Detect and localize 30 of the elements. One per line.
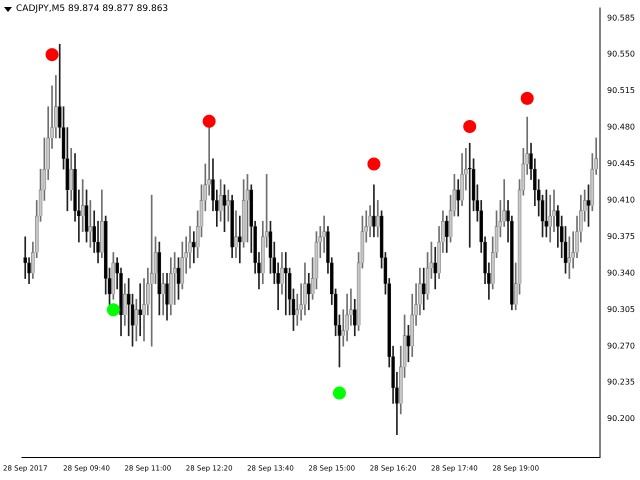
point [106, 303, 120, 316]
y-tick-label: 90.375 [607, 232, 636, 241]
candlestick [372, 184, 376, 238]
candlestick [222, 184, 226, 232]
candlestick [306, 272, 311, 310]
point [46, 48, 59, 62]
point [367, 157, 380, 170]
y-tick-label: 90.480 [607, 122, 636, 132]
y-tick-label: 90.305 [607, 304, 636, 314]
point [463, 120, 476, 133]
point [332, 386, 346, 400]
candlestick [433, 246, 438, 290]
y-tick-label: 90.445 [607, 159, 636, 168]
y-tick-label: 90.200 [607, 414, 636, 424]
candlestick [422, 268, 426, 310]
candlestick [376, 200, 380, 238]
y-tick-label: 90.550 [607, 50, 636, 59]
point [520, 92, 534, 105]
chart-title: CADJPY,M5 89.874 89.877 89.863 [16, 4, 168, 14]
y-tick-label: 90.585 [607, 13, 636, 22]
point [202, 114, 216, 128]
candlestick [234, 210, 238, 258]
candlestick [456, 179, 460, 216]
y-tick-label: 90.235 [607, 378, 636, 387]
candlestick [444, 216, 449, 253]
y-tick-label: 90.340 [607, 268, 636, 278]
y-tick-label: 90.270 [607, 341, 636, 350]
y-tick-label: 90.515 [607, 86, 636, 96]
y-tick-label: 90.410 [607, 196, 636, 204]
candlestick [352, 299, 357, 336]
